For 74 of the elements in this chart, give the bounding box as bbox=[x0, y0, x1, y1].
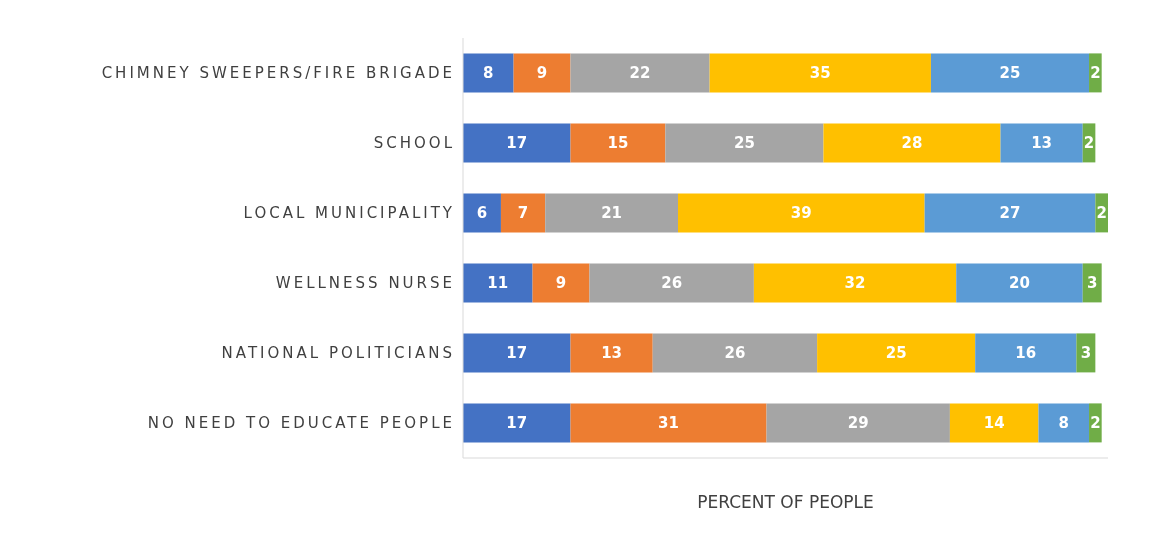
data-label: 16 bbox=[1015, 344, 1037, 363]
data-label: 29 bbox=[847, 414, 869, 433]
bar bbox=[463, 123, 571, 163]
data-label: 25 bbox=[885, 344, 907, 363]
y-tick-label: CHIMNEY SWEEPERS/FIRE BRIGADE bbox=[101, 64, 455, 83]
data-label: 35 bbox=[809, 64, 831, 83]
bar bbox=[463, 333, 571, 373]
bar bbox=[570, 403, 767, 443]
data-label: 17 bbox=[506, 344, 528, 363]
bar bbox=[1076, 333, 1096, 373]
data-label: 11 bbox=[487, 274, 509, 293]
bar bbox=[975, 333, 1077, 373]
bar bbox=[513, 53, 571, 93]
data-label: 3 bbox=[1080, 344, 1092, 363]
bar bbox=[753, 263, 957, 303]
data-label: 14 bbox=[983, 414, 1005, 433]
data-label: 2 bbox=[1096, 204, 1107, 223]
data-label: 26 bbox=[724, 344, 746, 363]
y-tick-label: NO NEED TO EDUCATE PEOPLE bbox=[147, 414, 455, 433]
data-label: 17 bbox=[506, 134, 528, 153]
bar bbox=[709, 53, 931, 93]
bar bbox=[817, 333, 976, 373]
data-label: 39 bbox=[790, 204, 812, 223]
bar bbox=[956, 263, 1083, 303]
data-label: 2 bbox=[1090, 414, 1101, 433]
bar bbox=[500, 193, 546, 233]
data-label: 25 bbox=[733, 134, 755, 153]
bar bbox=[463, 193, 501, 233]
bar bbox=[1000, 123, 1083, 163]
data-label: 26 bbox=[661, 274, 683, 293]
data-label: 20 bbox=[1009, 274, 1030, 293]
data-label: 9 bbox=[536, 64, 548, 83]
data-label: 8 bbox=[483, 64, 494, 83]
bar bbox=[665, 123, 824, 163]
bar bbox=[463, 53, 514, 93]
y-tick-label: LOCAL MUNICIPALITY bbox=[243, 204, 455, 223]
bar bbox=[570, 53, 710, 93]
data-label: 9 bbox=[555, 274, 567, 293]
data-label: 15 bbox=[607, 134, 629, 153]
bar bbox=[532, 263, 590, 303]
data-label: 25 bbox=[999, 64, 1021, 83]
data-label: 21 bbox=[601, 204, 623, 223]
bar bbox=[924, 193, 1096, 233]
data-label: 31 bbox=[658, 414, 679, 433]
bar bbox=[949, 403, 1039, 443]
data-label: 28 bbox=[901, 134, 923, 153]
data-label: 2 bbox=[1083, 134, 1095, 153]
y-tick-label: NATIONAL POLITICIANS bbox=[221, 344, 455, 363]
data-label: 3 bbox=[1086, 274, 1098, 293]
bar bbox=[652, 333, 818, 373]
data-label: 13 bbox=[1031, 134, 1053, 153]
bar bbox=[930, 53, 1090, 93]
data-label: 32 bbox=[844, 274, 866, 293]
bar bbox=[823, 123, 1001, 163]
data-label: 2 bbox=[1090, 64, 1101, 83]
bar bbox=[463, 263, 533, 303]
data-label: 17 bbox=[506, 414, 528, 433]
y-tick-label: SCHOOL bbox=[373, 134, 455, 153]
data-label: 22 bbox=[629, 64, 651, 83]
data-label: 8 bbox=[1058, 414, 1069, 433]
bar bbox=[589, 263, 754, 303]
data-label: 6 bbox=[476, 204, 488, 223]
data-label: 27 bbox=[999, 204, 1021, 223]
data-label: 7 bbox=[517, 204, 529, 223]
bar bbox=[570, 333, 653, 373]
bar bbox=[1038, 403, 1090, 443]
y-tick-label: WELLNESS NURSE bbox=[275, 274, 455, 293]
bar bbox=[678, 193, 925, 233]
bar bbox=[545, 193, 678, 233]
data-label: 13 bbox=[601, 344, 623, 363]
bar bbox=[570, 123, 666, 163]
bar bbox=[463, 403, 571, 443]
x-axis-title: PERCENT OF PEOPLE bbox=[697, 492, 874, 512]
bar bbox=[766, 403, 950, 443]
